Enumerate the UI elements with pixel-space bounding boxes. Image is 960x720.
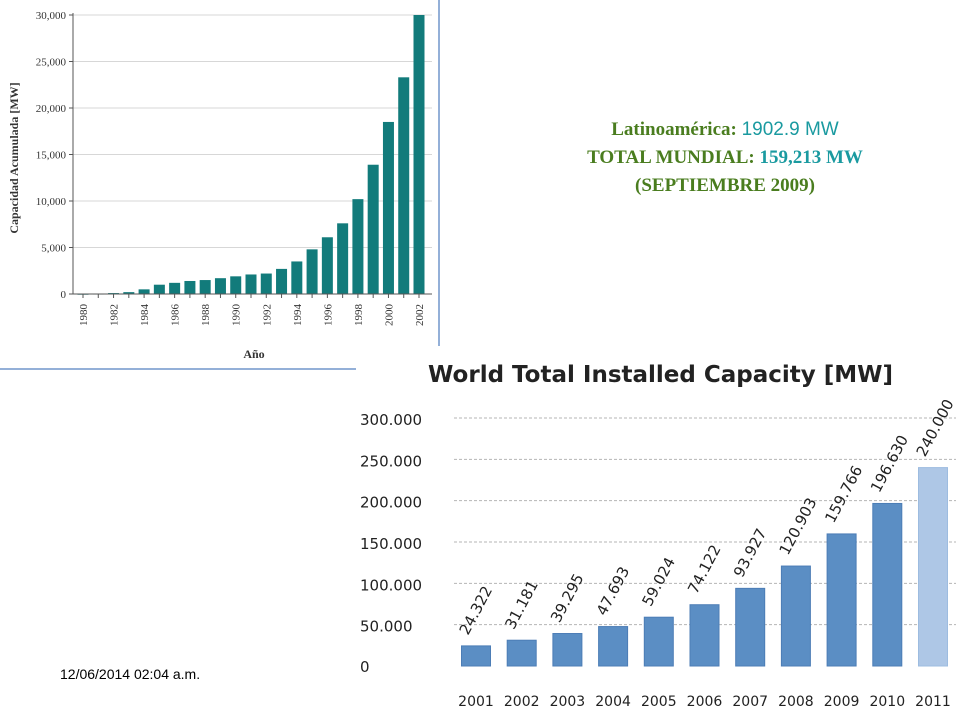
chart2-xtick-label: 2007: [732, 694, 768, 710]
chart1-bar: [184, 280, 196, 294]
chart2-xtick-label: 2008: [778, 694, 814, 710]
chart2-bar: [780, 565, 811, 667]
chart1-bar: [214, 278, 226, 294]
chart2-xtick-label: 2004: [595, 694, 631, 710]
chart2-ytick-label: 0: [360, 658, 370, 676]
chart1-bar: [321, 237, 333, 294]
chart1-xtick-label: 2002: [414, 304, 426, 326]
chart2-bar: [826, 533, 857, 667]
chart1-bar: [276, 268, 288, 294]
chart1-bar: [169, 282, 181, 294]
chart1-bar: [245, 274, 257, 294]
chart1-bar: [382, 121, 394, 294]
chart2-xtick-label: 2010: [869, 694, 905, 710]
chart1-bar: [260, 273, 272, 294]
date-note: (SEPTIEMBRE 2009): [635, 175, 815, 196]
world-capacity-chart: World Total Installed Capacity [MW] 0 50.…: [356, 348, 960, 720]
chart1-bar: [153, 284, 165, 294]
chart1-ytick-label: 10,000: [36, 196, 67, 208]
chart1-bar: [123, 292, 135, 294]
chart1-bar: [367, 164, 379, 294]
latam-value: 1902.9 MW: [741, 119, 839, 140]
chart1-ytick-label: 20,000: [36, 103, 67, 115]
chart1-xtick-label: 1996: [322, 304, 334, 327]
chart1-ytick-label: 30,000: [36, 10, 67, 22]
chart2-ytick-label: 50.000: [360, 618, 413, 636]
chart2-ytick-label: 300.000: [360, 411, 422, 429]
chart2-bar: [643, 616, 674, 667]
chart1-xtick-label: 1982: [109, 304, 121, 326]
chart2-bar: [735, 587, 766, 667]
chart2-ytick-label: 100.000: [360, 576, 422, 594]
chart1-ytick-label: 15,000: [36, 150, 67, 162]
chart2-ytick-label: 200.000: [360, 494, 422, 512]
chart1-bar: [352, 199, 364, 294]
chart2-xtick-label: 2005: [641, 694, 677, 710]
chart1-xtick-label: 2000: [383, 304, 395, 327]
chart1-xtick-label: 1998: [353, 304, 365, 327]
chart1-bar: [398, 77, 410, 294]
chart1-xtick-label: 1988: [200, 304, 212, 327]
chart1-ytick-label: 25,000: [36, 57, 67, 69]
world-total-label: TOTAL MUNDIAL:: [587, 147, 755, 168]
chart1-ytick-label: 5,000: [41, 243, 66, 255]
chart1-ytick-label: 0: [61, 289, 67, 301]
chart2-bar: [872, 502, 903, 667]
chart1-bar: [413, 15, 425, 294]
timestamp: 12/06/2014 02:04 a.m.: [60, 666, 201, 682]
chart1-bar: [337, 223, 349, 294]
chart2-xtick-label: 2006: [687, 694, 723, 710]
chart1-xlabel: Año: [243, 347, 264, 361]
chart1-xtick-label: 1980: [78, 304, 90, 327]
chart2-xtick-label: 2009: [824, 694, 860, 710]
chart1-xtick-label: 1986: [170, 304, 182, 327]
chart2-bar: [689, 604, 720, 667]
chart1-xtick-label: 1992: [261, 304, 273, 326]
chart2-ytick-label: 250.000: [360, 452, 422, 470]
chart1-bar: [230, 276, 242, 294]
chart2-bar: [918, 467, 948, 667]
chart2-xtick-label: 2011: [915, 694, 951, 710]
chart1-bar: [199, 280, 211, 294]
chart1-bar: [138, 289, 150, 294]
chart1-ylabel: Capacidad Acumulada [MW]: [7, 82, 21, 233]
world-total-value: 159,213 MW: [759, 147, 863, 168]
cumulative-capacity-chart: 0 5,000 10,000 15,000 20,000 25,000 30,000 198…: [0, 0, 440, 370]
chart2-bar: [461, 645, 491, 667]
chart2-ytick-label: 150.000: [360, 535, 422, 553]
capacity-summary: Latinoamérica: 1902.9 MW TOTAL MUNDIAL: …: [520, 116, 930, 200]
chart1-xtick-label: 1984: [139, 304, 151, 327]
chart1-bar: [306, 249, 318, 294]
chart2-bar: [552, 633, 583, 667]
chart2-title: World Total Installed Capacity [MW]: [428, 362, 893, 388]
chart2-bar: [598, 626, 629, 667]
chart2-xtick-label: 2002: [504, 694, 540, 710]
latam-label: Latinoamérica:: [611, 119, 737, 140]
chart2-xtick-label: 2001: [458, 694, 494, 710]
chart1-xtick-label: 1994: [292, 304, 304, 327]
chart2-xtick-label: 2003: [550, 694, 586, 710]
chart1-bar: [291, 261, 303, 294]
chart1-xtick-label: 1990: [231, 304, 243, 327]
chart2-bar: [506, 639, 537, 667]
